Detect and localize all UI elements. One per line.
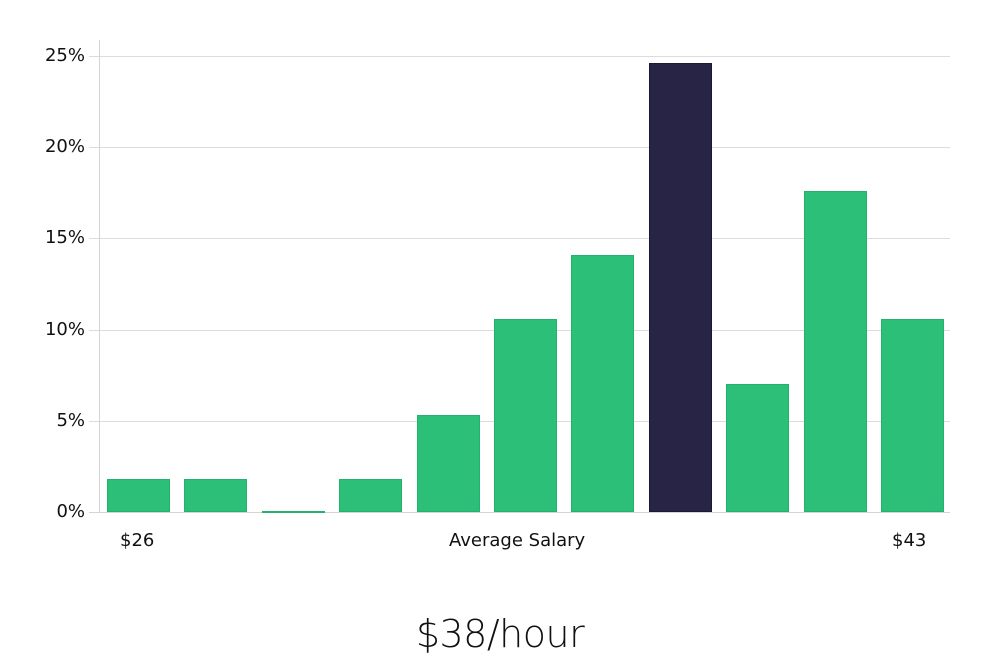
x-axis-line bbox=[89, 512, 950, 513]
y-tick-label: 25% bbox=[44, 45, 85, 66]
x-max-label: $43 bbox=[892, 530, 927, 551]
gridline bbox=[89, 147, 950, 148]
bar bbox=[726, 384, 789, 512]
gridline bbox=[89, 238, 950, 239]
y-tick-label: 0% bbox=[56, 501, 85, 522]
bar bbox=[804, 190, 867, 512]
bar bbox=[494, 318, 557, 512]
bar bbox=[881, 318, 944, 512]
bar bbox=[107, 479, 170, 512]
x-min-label: $26 bbox=[120, 530, 155, 551]
bar bbox=[184, 479, 247, 512]
y-axis-line bbox=[99, 40, 100, 513]
y-tick-label: 20% bbox=[44, 136, 85, 157]
bar bbox=[339, 479, 402, 512]
y-tick-label: 15% bbox=[44, 227, 85, 248]
x-axis-title: Average Salary bbox=[449, 530, 586, 551]
bar bbox=[262, 510, 325, 513]
average-salary-value: $38/hour bbox=[415, 612, 585, 656]
y-tick-label: 5% bbox=[56, 410, 85, 431]
y-tick-label: 10% bbox=[44, 319, 85, 340]
bar bbox=[417, 415, 480, 512]
highlighted-bar bbox=[649, 63, 712, 512]
gridline bbox=[89, 56, 950, 57]
bar bbox=[571, 254, 634, 512]
